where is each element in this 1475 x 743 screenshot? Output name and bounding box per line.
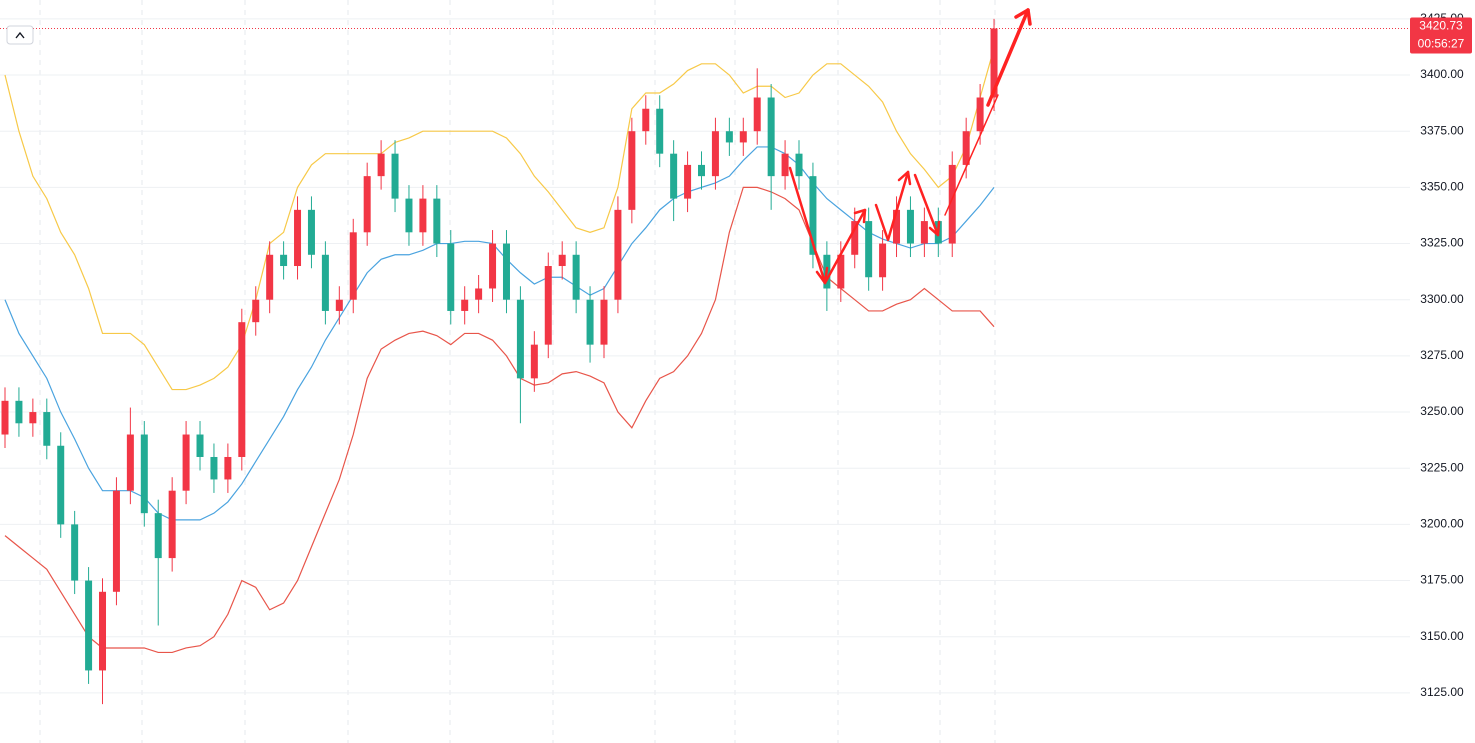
band-line xyxy=(4,47,995,391)
candle-body xyxy=(795,153,803,177)
last-price-box xyxy=(1410,17,1472,54)
candle-body xyxy=(614,209,622,300)
candle-body xyxy=(516,299,524,379)
candle-body xyxy=(558,254,566,267)
candle-body xyxy=(586,299,594,345)
candle-body xyxy=(85,580,93,671)
candle-body xyxy=(489,243,497,289)
candle-body xyxy=(851,221,859,255)
candle-body xyxy=(321,254,329,311)
candle-body xyxy=(753,97,761,132)
candle-body xyxy=(976,97,984,132)
candle-body xyxy=(196,434,204,457)
candle-body xyxy=(502,243,510,300)
candle-body xyxy=(1,400,9,435)
time-grid xyxy=(39,0,996,743)
drawn-arrows xyxy=(788,8,1032,285)
candle-body xyxy=(126,434,134,491)
candle-body xyxy=(168,490,176,559)
band-line xyxy=(4,146,995,521)
candle-body xyxy=(57,445,65,525)
candle-body xyxy=(530,344,538,379)
candle-body xyxy=(920,221,928,244)
candle-body xyxy=(572,254,580,300)
candle-body xyxy=(280,254,288,267)
candle-body xyxy=(962,131,970,165)
candle-body xyxy=(725,131,733,143)
band-line xyxy=(4,186,995,654)
candle-body xyxy=(252,299,260,323)
candle-body xyxy=(405,198,413,233)
y-tick-label: 3150.00 xyxy=(1420,629,1464,643)
candle-body xyxy=(628,131,636,210)
candle-body xyxy=(238,322,246,457)
collapse-button[interactable] xyxy=(6,25,34,45)
candle-body xyxy=(879,243,887,278)
candle-body xyxy=(781,153,789,177)
candle-body xyxy=(461,299,469,311)
countdown-label: 00:56:27 xyxy=(1418,37,1465,51)
candle-body xyxy=(140,434,148,514)
candle-body xyxy=(294,209,302,267)
candle-body xyxy=(391,153,399,199)
candle-body xyxy=(948,164,956,244)
candle-body xyxy=(698,164,705,177)
y-tick-label: 3350.00 xyxy=(1420,180,1464,194)
candle-body xyxy=(990,28,998,98)
candle-body xyxy=(544,266,552,345)
candle-body xyxy=(684,164,692,199)
candle-body xyxy=(906,209,914,244)
candle-body xyxy=(112,490,120,592)
candle-body xyxy=(837,254,845,289)
candle-body xyxy=(642,108,650,132)
candle-body xyxy=(154,513,162,559)
candle-body xyxy=(335,299,343,311)
candle-body xyxy=(349,232,357,300)
candle-body xyxy=(29,412,37,424)
candle-body xyxy=(266,254,274,300)
candle-body xyxy=(809,176,817,255)
y-tick-label: 3200.00 xyxy=(1420,517,1464,531)
price-axis-bg xyxy=(1410,0,1475,743)
y-tick-label: 3250.00 xyxy=(1420,404,1464,418)
y-tick-label: 3325.00 xyxy=(1420,236,1464,250)
candle-body xyxy=(15,400,23,424)
candle-body xyxy=(711,131,719,177)
y-tick-label: 3400.00 xyxy=(1420,67,1464,81)
y-tick-label: 3375.00 xyxy=(1420,123,1464,137)
candle-body xyxy=(182,434,190,491)
candle-body xyxy=(600,299,608,345)
y-tick-label: 3175.00 xyxy=(1420,573,1464,587)
y-tick-label: 3225.00 xyxy=(1420,460,1464,474)
candle-body xyxy=(433,198,441,244)
candle-body xyxy=(865,221,873,278)
y-tick-label: 3125.00 xyxy=(1420,685,1464,699)
candle-body xyxy=(656,108,664,154)
candle-body xyxy=(377,153,385,177)
candle-body xyxy=(767,97,775,177)
candle-body xyxy=(71,524,79,581)
candle-body xyxy=(224,456,232,480)
candle-body xyxy=(363,176,371,233)
candle-body xyxy=(419,198,427,233)
y-tick-label: 3275.00 xyxy=(1420,348,1464,362)
candle-body xyxy=(739,131,747,143)
last-price-label: 3420.73 xyxy=(1419,19,1463,33)
y-tick-label: 3300.00 xyxy=(1420,292,1464,306)
candle-body xyxy=(43,412,51,446)
candle-body xyxy=(670,153,678,199)
candle-body xyxy=(447,243,455,311)
candle-body xyxy=(475,288,483,300)
candle-body xyxy=(210,456,218,480)
candle-body xyxy=(99,591,107,671)
candle-body xyxy=(893,209,901,244)
candle-body xyxy=(307,209,315,255)
